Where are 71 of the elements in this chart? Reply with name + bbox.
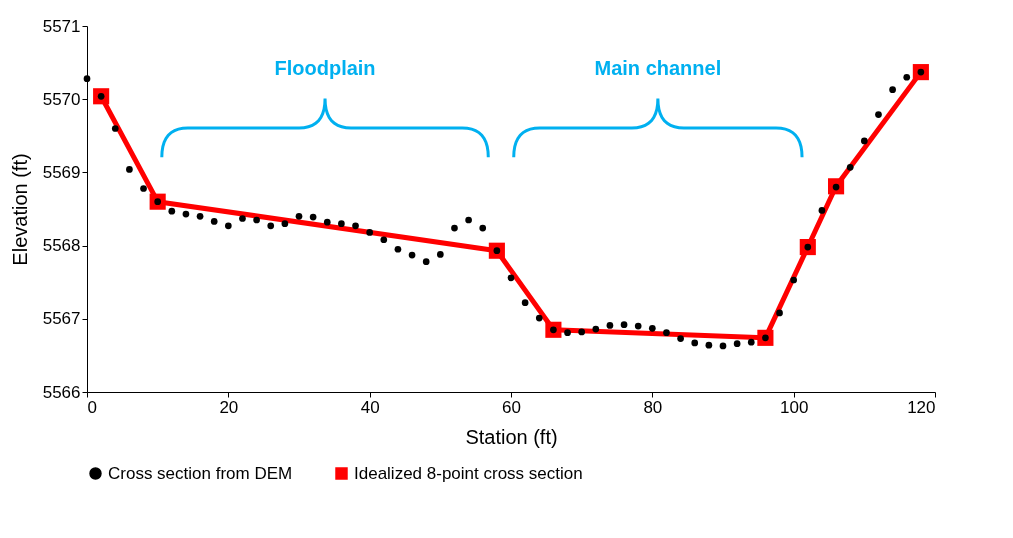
point	[83, 75, 91, 83]
point	[507, 274, 515, 282]
y-tick-label: 5571	[42, 16, 81, 36]
point	[352, 222, 359, 230]
point	[535, 314, 543, 322]
point	[126, 166, 133, 173]
point	[422, 258, 430, 266]
point	[465, 216, 472, 224]
x-tick-label: 80	[643, 397, 663, 417]
point	[719, 342, 727, 350]
point	[620, 321, 628, 328]
point	[295, 212, 303, 220]
point	[903, 73, 911, 81]
point	[691, 339, 699, 347]
x-tick-label: 20	[219, 397, 239, 417]
point	[677, 335, 684, 342]
point	[776, 309, 783, 317]
annotation: Floodplain	[274, 56, 376, 79]
point	[634, 322, 642, 330]
legend-label: Cross section from DEM	[108, 463, 293, 483]
point	[705, 341, 713, 349]
point	[578, 328, 586, 336]
x-axis-title: Station (ft)	[465, 425, 558, 448]
x-tick-label: 100	[779, 397, 809, 417]
point	[408, 251, 416, 259]
point	[394, 245, 402, 253]
y-tick-label: 5569	[42, 162, 81, 182]
point	[366, 229, 374, 236]
point	[606, 322, 614, 329]
x-tick-label: 0	[87, 397, 97, 417]
y-tick-label: 5568	[42, 236, 81, 256]
x-tick-label: 60	[502, 397, 521, 417]
point	[564, 329, 571, 337]
point	[479, 224, 487, 232]
point	[168, 207, 176, 215]
point	[663, 329, 670, 337]
point	[592, 325, 600, 333]
point	[309, 213, 317, 221]
annotation: Main channel	[594, 56, 722, 79]
point	[790, 276, 798, 284]
point	[281, 220, 289, 227]
point	[253, 216, 260, 224]
point	[521, 299, 529, 307]
point	[111, 125, 119, 132]
point	[239, 215, 246, 222]
point	[210, 218, 218, 225]
point	[323, 218, 331, 226]
y-tick-label: 5570	[42, 89, 81, 109]
point	[889, 86, 896, 94]
point	[451, 224, 458, 232]
point	[436, 251, 444, 258]
point	[818, 207, 826, 214]
point	[380, 236, 388, 244]
point	[267, 222, 275, 230]
point	[875, 111, 882, 118]
point	[182, 210, 190, 218]
point	[196, 212, 204, 220]
point	[733, 340, 741, 348]
point	[224, 222, 232, 230]
point	[747, 338, 755, 346]
point	[648, 324, 656, 332]
x-tick-label: 40	[360, 397, 380, 417]
point	[338, 220, 345, 227]
x-tick-label: 120	[907, 397, 936, 417]
y-tick-label: 5567	[42, 309, 81, 329]
point	[140, 185, 147, 192]
y-axis-title: Elevation (ft)	[8, 153, 31, 266]
point	[860, 137, 868, 145]
legend-label: Idealized 8-point cross section	[354, 463, 583, 483]
y-tick-label: 5566	[42, 382, 81, 402]
point	[846, 163, 854, 171]
